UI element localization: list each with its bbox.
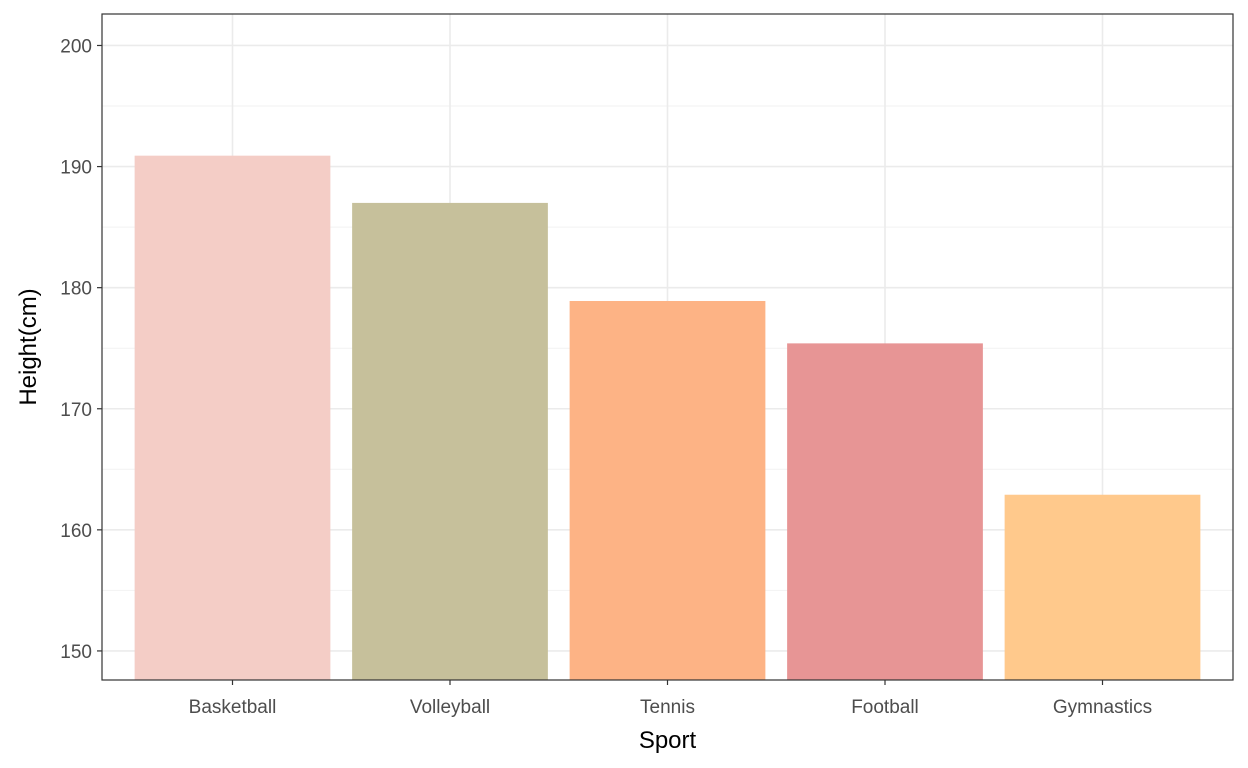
- bars: [134, 155, 1201, 680]
- y-axis: 150 160 170 180 190 200: [60, 36, 102, 663]
- y-axis-title: Height(cm): [15, 288, 42, 405]
- x-tick-label: Basketball: [189, 697, 277, 718]
- bar-gymnastics: [1004, 494, 1201, 680]
- x-tick-label: Volleyball: [410, 697, 490, 718]
- y-tick-label: 190: [60, 158, 92, 179]
- x-tick-label: Football: [851, 697, 919, 718]
- x-axis: Basketball Volleyball Tennis Football Gymnas…: [189, 680, 1152, 718]
- bar-volleyball: [352, 202, 548, 680]
- x-tick-label: Gymnastics: [1053, 697, 1152, 718]
- x-axis-title: Sport: [639, 727, 697, 754]
- y-tick-label: 180: [60, 279, 92, 300]
- y-tick-label: 150: [60, 642, 92, 663]
- x-tick-label: Tennis: [640, 697, 695, 718]
- y-tick-label: 170: [60, 400, 92, 421]
- y-tick-label: 160: [60, 521, 92, 542]
- bar-basketball: [134, 155, 331, 680]
- y-tick-label: 200: [60, 36, 92, 57]
- bar-football: [787, 343, 983, 680]
- bar-tennis: [569, 300, 766, 680]
